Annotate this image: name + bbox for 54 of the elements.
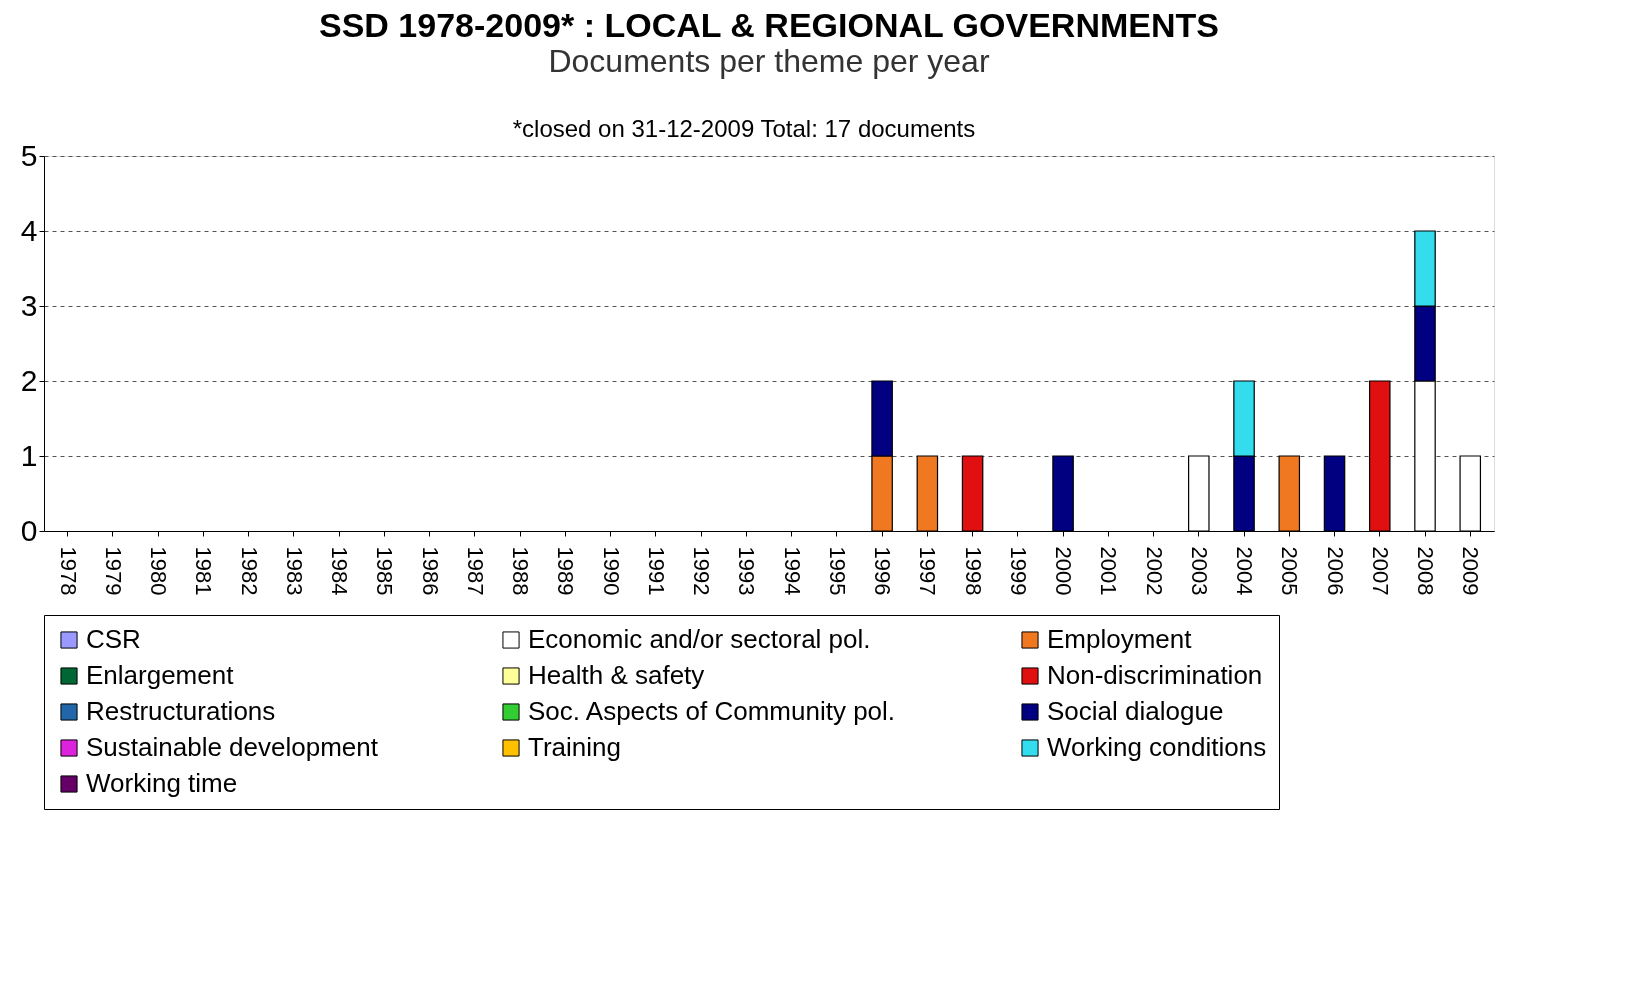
x-tick-label: 1982 <box>236 546 262 596</box>
x-tick-label: 2004 <box>1232 546 1258 596</box>
legend-label: Working time <box>86 768 238 798</box>
legend-label: Non-discrimination <box>1047 660 1263 690</box>
x-tick-label: 1986 <box>417 546 443 596</box>
text: *closed on 31-12-2009 Total: 17 documents <box>512 115 976 142</box>
x-tick-label: 1995 <box>824 546 850 596</box>
y-tick-label: 4 <box>20 213 38 247</box>
chart-subtitle: Documents per theme per year <box>548 43 990 79</box>
y-tick-label: 5 <box>20 138 38 172</box>
x-tick-label: 1997 <box>915 546 941 596</box>
legend-label: Economic and/or sectoral pol. <box>528 624 871 654</box>
x-tick-label: 1987 <box>462 546 488 596</box>
y-tick-label: 3 <box>20 288 38 322</box>
legend-label: Training <box>528 732 621 762</box>
y-tick-label: 2 <box>20 363 38 397</box>
legend-label: Enlargement <box>86 660 235 690</box>
x-tick-label: 1988 <box>508 546 534 596</box>
x-tick-label: 2008 <box>1413 546 1439 596</box>
chart-title: SSD 1978-2009* : LOCAL & REGIONAL GOVERNMENTS <box>319 6 1219 44</box>
legend-label: Working conditions <box>1047 732 1267 762</box>
x-tick-label: 1996 <box>870 546 896 596</box>
x-tick-label: 2000 <box>1051 546 1077 596</box>
legend-label: Restructurations <box>86 696 276 726</box>
x-tick-label: 1989 <box>553 546 579 596</box>
x-tick-label: 1999 <box>1005 546 1031 596</box>
legend-label: CSR <box>86 624 141 654</box>
x-tick-label: 2005 <box>1277 546 1303 596</box>
x-tick-label: 1998 <box>960 546 986 596</box>
x-tick-label: 1981 <box>191 546 217 596</box>
y-tick-label: 0 <box>20 513 38 547</box>
x-tick-label: 1985 <box>372 546 398 596</box>
legend-label: Sustainable development <box>86 732 379 762</box>
legend-label: Employment <box>1047 624 1193 654</box>
x-tick-label: 1993 <box>734 546 760 596</box>
x-tick-label: 1990 <box>598 546 624 596</box>
x-tick-label: 2002 <box>1141 546 1167 596</box>
x-tick-label: 2009 <box>1458 546 1484 596</box>
x-tick-label: 1992 <box>689 546 715 596</box>
x-tick-label: 2001 <box>1096 546 1122 596</box>
y-tick-label: 1 <box>20 438 38 472</box>
x-tick-label: 2007 <box>1367 546 1393 596</box>
x-tick-label: 1984 <box>327 546 353 596</box>
legend-label: Social dialogue <box>1047 696 1224 726</box>
x-tick-label: 1983 <box>281 546 307 596</box>
x-tick-label: 2006 <box>1322 546 1348 596</box>
legend-label: Soc. Aspects of Community pol. <box>528 696 896 726</box>
x-tick-label: 1980 <box>146 546 172 596</box>
x-tick-label: 1994 <box>779 546 805 596</box>
x-tick-label: 1978 <box>55 546 81 596</box>
x-tick-label: 1979 <box>100 546 126 596</box>
x-tick-label: 2003 <box>1186 546 1212 596</box>
legend-label: Health & safety <box>528 660 705 690</box>
x-tick-label: 1991 <box>643 546 669 596</box>
